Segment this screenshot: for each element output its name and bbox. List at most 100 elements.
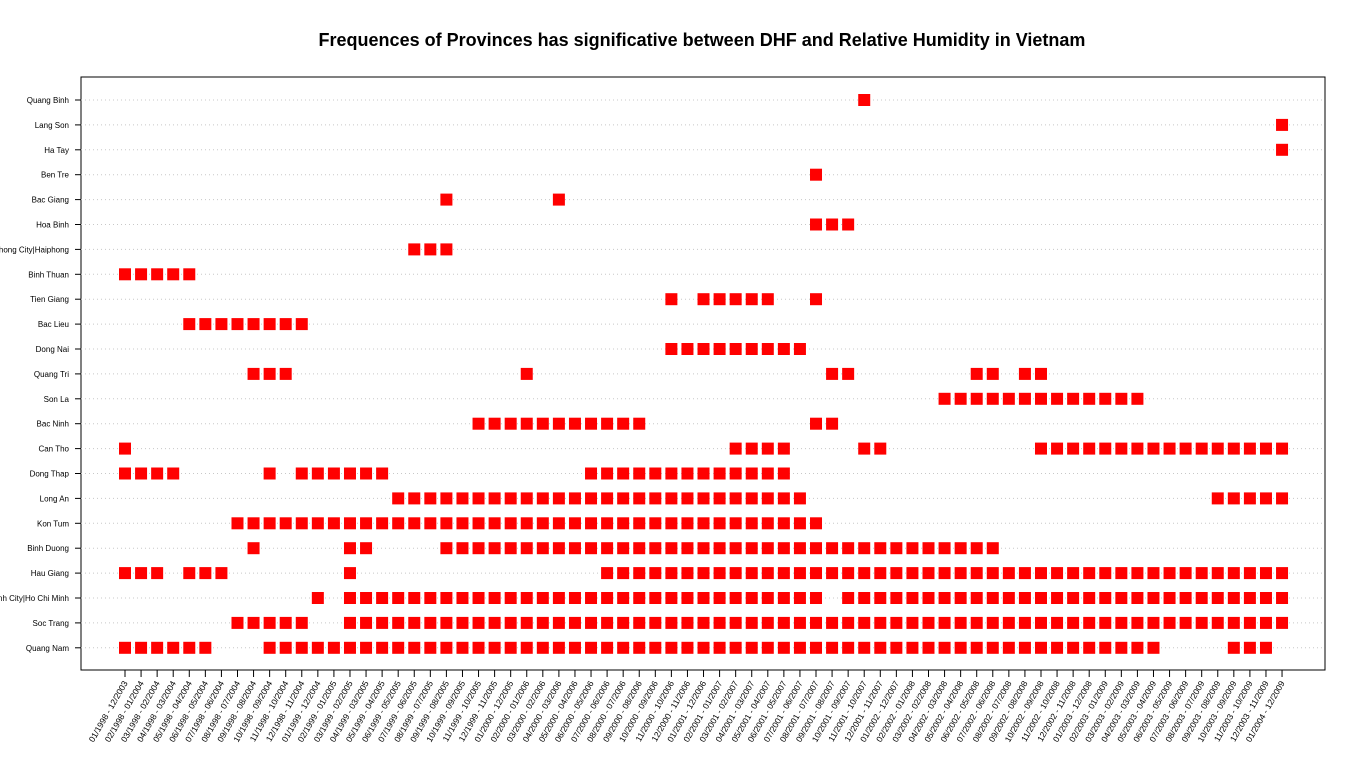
data-point (681, 492, 694, 505)
data-point (408, 616, 421, 629)
y-tick-label: Hai Phong City|Haiphong (0, 245, 69, 254)
data-point (504, 492, 517, 505)
data-point (1034, 567, 1047, 580)
data-point (440, 616, 453, 629)
data-point (536, 616, 549, 629)
data-point (1067, 567, 1080, 580)
data-point (986, 367, 999, 380)
data-point (633, 592, 646, 604)
data-point (777, 592, 790, 604)
data-point (456, 517, 469, 530)
data-point (810, 218, 823, 231)
data-point (1131, 567, 1144, 580)
data-point (119, 268, 131, 281)
y-tick-label: Dong Nai (36, 345, 70, 354)
data-point (1276, 567, 1289, 580)
data-point (520, 492, 533, 505)
data-point (135, 641, 148, 654)
data-point (343, 467, 356, 480)
data-point (922, 542, 935, 555)
data-point (520, 641, 533, 654)
data-point (263, 467, 276, 480)
data-point (199, 641, 212, 654)
data-point (1131, 392, 1144, 405)
data-point (954, 616, 967, 629)
data-point (1131, 641, 1144, 654)
data-point (135, 567, 148, 580)
data-point (1179, 442, 1192, 455)
data-point (199, 567, 212, 580)
data-point (906, 641, 919, 654)
data-point (360, 616, 373, 629)
data-point (376, 641, 389, 654)
data-point (793, 492, 806, 505)
data-point (376, 592, 389, 604)
data-point (665, 592, 678, 604)
y-tick-label: Hoa Binh (36, 221, 69, 230)
data-point (1083, 442, 1096, 455)
data-point (874, 442, 887, 455)
data-point (1002, 616, 1015, 629)
data-point (793, 592, 806, 604)
data-point (697, 592, 710, 604)
data-point (536, 417, 549, 430)
data-point (601, 592, 614, 604)
data-point (504, 641, 517, 654)
data-point (633, 567, 646, 580)
data-point (1083, 641, 1096, 654)
data-point (440, 492, 453, 505)
data-point (810, 616, 823, 629)
data-point (842, 567, 855, 580)
data-point (1179, 567, 1192, 580)
data-point (842, 218, 855, 231)
data-point (970, 542, 983, 555)
data-point (729, 442, 742, 455)
data-point (1034, 442, 1047, 455)
data-point (906, 592, 919, 604)
data-point (1243, 592, 1256, 604)
data-point (536, 641, 549, 654)
data-point (183, 268, 196, 281)
data-point (231, 616, 244, 629)
data-point (922, 616, 935, 629)
data-point (151, 268, 164, 281)
data-point (199, 318, 212, 331)
data-point (585, 616, 598, 629)
data-point (665, 492, 678, 505)
data-point (472, 592, 485, 604)
y-tick-label: Binh Duong (27, 544, 69, 553)
data-point (585, 542, 598, 555)
data-point (1131, 442, 1144, 455)
data-point (488, 517, 501, 530)
data-point (649, 492, 662, 505)
data-point (247, 616, 260, 629)
data-point (408, 517, 421, 530)
data-point (1211, 442, 1224, 455)
data-point (392, 641, 405, 654)
data-point (585, 492, 598, 505)
data-point (1227, 616, 1240, 629)
data-point (295, 641, 308, 654)
data-point (520, 367, 533, 380)
y-tick-label: Ha Tay (44, 146, 69, 155)
data-point (1276, 442, 1289, 455)
data-point (810, 542, 823, 555)
data-point (1099, 392, 1112, 405)
data-point (826, 567, 839, 580)
data-point (986, 641, 999, 654)
data-point (568, 492, 581, 505)
data-point (745, 517, 758, 530)
data-point (826, 616, 839, 629)
data-point (810, 417, 823, 430)
data-point (1195, 592, 1208, 604)
data-point (874, 567, 887, 580)
data-point (1227, 641, 1240, 654)
data-point (697, 616, 710, 629)
data-point (810, 293, 823, 306)
data-point (761, 442, 774, 455)
data-point (777, 467, 790, 480)
data-point (135, 467, 148, 480)
data-point (1163, 592, 1176, 604)
data-point (472, 417, 485, 430)
